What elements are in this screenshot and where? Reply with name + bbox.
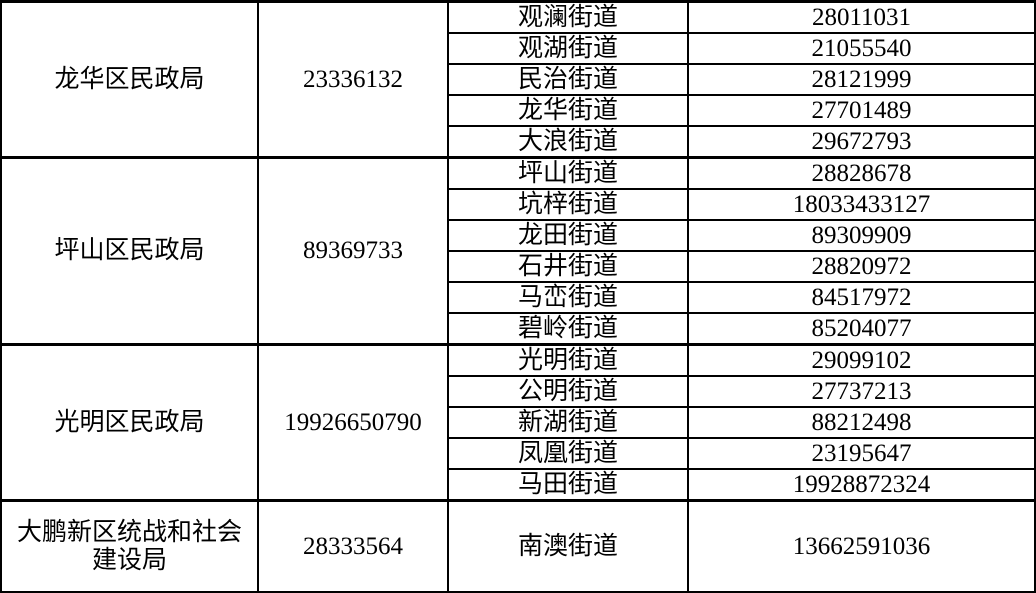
street-name-cell: 碧岭街道 [447,312,689,346]
street-phone-cell: 27737213 [687,375,1036,408]
street-name-cell: 观湖街道 [447,32,689,65]
street-phone-cell: 28820972 [687,250,1036,283]
street-name-cell: 光明街道 [447,343,689,377]
street-name-cell: 石井街道 [447,250,689,283]
table-row: 坪山区民政局 89369733 坪山街道 28828678 [0,156,1036,346]
street-name-cell: 民治街道 [447,63,689,96]
street-phone-cell: 28121999 [687,63,1036,96]
table-row: 民治街道 28121999 [1,63,1036,96]
table-row: 龙华街道 27701489 [1,94,1036,127]
street-phone-cell: 28011031 [687,0,1036,34]
table-row: 石井街道 28820972 [1,250,1036,283]
street-name-cell: 马田街道 [447,468,689,502]
street-name-cell: 龙华街道 [447,94,689,127]
table-row: 坑梓街道 18033433127 [1,188,1036,221]
table-row: 凤凰街道 23195647 [1,437,1036,470]
bureau-name-cell: 光明区民政局 [0,343,259,502]
table-row: 龙华区民政局 23336132 观澜街道 28011031 [0,0,1036,159]
street-phone-cell: 13662591036 [687,499,1036,593]
street-name-cell: 坪山街道 [447,156,689,190]
bureau-phone-cell: 28333564 [257,499,449,593]
street-name-cell: 新湖街道 [447,406,689,439]
street-phone-cell: 88212498 [687,406,1036,439]
street-phone-cell: 29099102 [687,343,1036,377]
street-name-cell: 南澳街道 [447,499,689,593]
bureau-phone-cell: 19926650790 [257,343,449,502]
street-name-cell: 观澜街道 [447,0,689,34]
street-name-cell: 公明街道 [447,375,689,408]
street-phone-cell: 28828678 [687,156,1036,190]
table-row: 碧岭街道 85204077 [1,312,1036,346]
street-phone-cell: 27701489 [687,94,1036,127]
street-phone-cell: 18033433127 [687,188,1036,221]
table-row: 马峦街道 84517972 [1,281,1036,314]
street-name-cell: 龙田街道 [447,219,689,252]
table-row: 大鹏新区统战和社会建设局 28333564 南澳街道 13662591036 [0,499,1036,593]
street-phone-cell: 19928872324 [687,468,1036,502]
street-name-cell: 大浪街道 [447,125,689,159]
table-row: 观湖街道 21055540 [1,32,1036,65]
table-row: 新湖街道 88212498 [1,406,1036,439]
street-phone-cell: 85204077 [687,312,1036,346]
bureau-phone-cell: 23336132 [257,0,449,159]
table-row: 龙田街道 89309909 [1,219,1036,252]
street-phone-cell: 29672793 [687,125,1036,159]
street-name-cell: 马峦街道 [447,281,689,314]
bureau-phone-cell: 89369733 [257,156,449,346]
street-name-cell: 凤凰街道 [447,437,689,470]
street-phone-cell: 89309909 [687,219,1036,252]
bureau-name-cell: 坪山区民政局 [0,156,259,346]
street-phone-cell: 84517972 [687,281,1036,314]
table-row: 马田街道 19928872324 [1,468,1036,502]
table-row: 公明街道 27737213 [1,375,1036,408]
street-phone-cell: 21055540 [687,32,1036,65]
street-phone-cell: 23195647 [687,437,1036,470]
bureau-name-cell: 大鹏新区统战和社会建设局 [0,499,259,593]
bureau-name-cell: 龙华区民政局 [0,0,259,159]
street-name-cell: 坑梓街道 [447,188,689,221]
table-row: 光明区民政局 19926650790 光明街道 29099102 [0,343,1036,502]
